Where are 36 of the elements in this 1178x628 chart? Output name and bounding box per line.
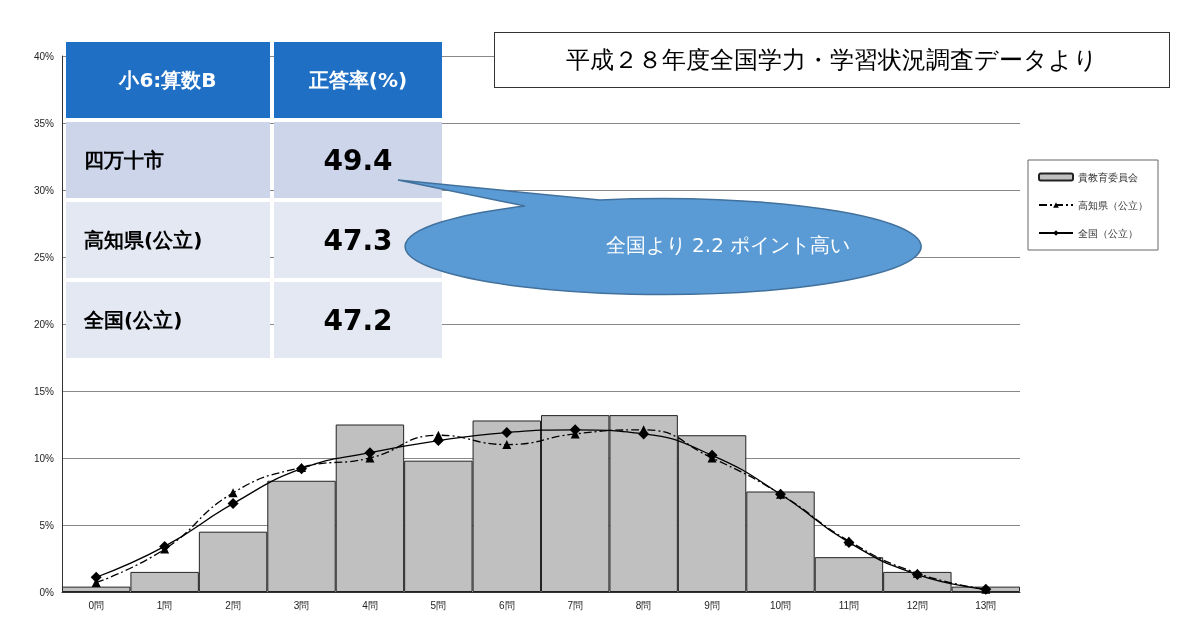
legend-label: 貴教育委員会 [1078, 171, 1138, 183]
annotation: 高知県(公立) [66, 202, 270, 278]
x-tick-label: 13問 [975, 599, 997, 611]
x-tick-label: 11問 [838, 599, 860, 611]
x-tick-label: 3問 [293, 599, 310, 611]
x-tick-label: 0問 [88, 599, 104, 611]
y-tick-label: 35% [33, 117, 55, 129]
x-tick-label: 7問 [567, 599, 583, 611]
x-tick-label: 8問 [635, 599, 652, 611]
x-tick-label: 10問 [769, 599, 792, 611]
y-tick-label: 5% [39, 519, 55, 531]
annotation: 49.4 [274, 122, 442, 198]
y-tick-label: 0% [39, 586, 55, 598]
annotation: 47.2 [274, 282, 442, 358]
y-tick-label: 30% [33, 184, 55, 196]
legend-label: 全国（公立） [1078, 227, 1138, 239]
x-tick-label: 5問 [430, 599, 447, 611]
x-tick-label: 2問 [225, 599, 241, 611]
legend-label: 高知県（公立） [1078, 199, 1148, 211]
y-tick-label: 25% [33, 251, 55, 263]
annotation: 全国(公立) [66, 282, 270, 358]
x-tick-label: 12問 [906, 599, 928, 611]
x-tick-label: 6問 [499, 599, 515, 611]
annotation: 全国より 2.2 ポイント高い [605, 233, 851, 257]
annotation: 小6:算数B [66, 42, 270, 118]
annotation: 正答率(%) [274, 42, 442, 118]
x-tick-label: 4問 [362, 599, 378, 611]
annotation: 47.3 [274, 202, 442, 278]
y-tick-label: 20% [33, 318, 55, 330]
y-tick-label: 10% [33, 452, 55, 464]
annotation: 四万十市 [66, 122, 270, 198]
title-box: 平成２８年度全国学力・学習状況調査データより [494, 32, 1170, 88]
x-tick-label: 9問 [704, 599, 720, 611]
y-tick-label: 15% [33, 385, 55, 397]
y-tick-label: 40% [33, 50, 55, 62]
x-tick-label: 1問 [156, 599, 173, 611]
